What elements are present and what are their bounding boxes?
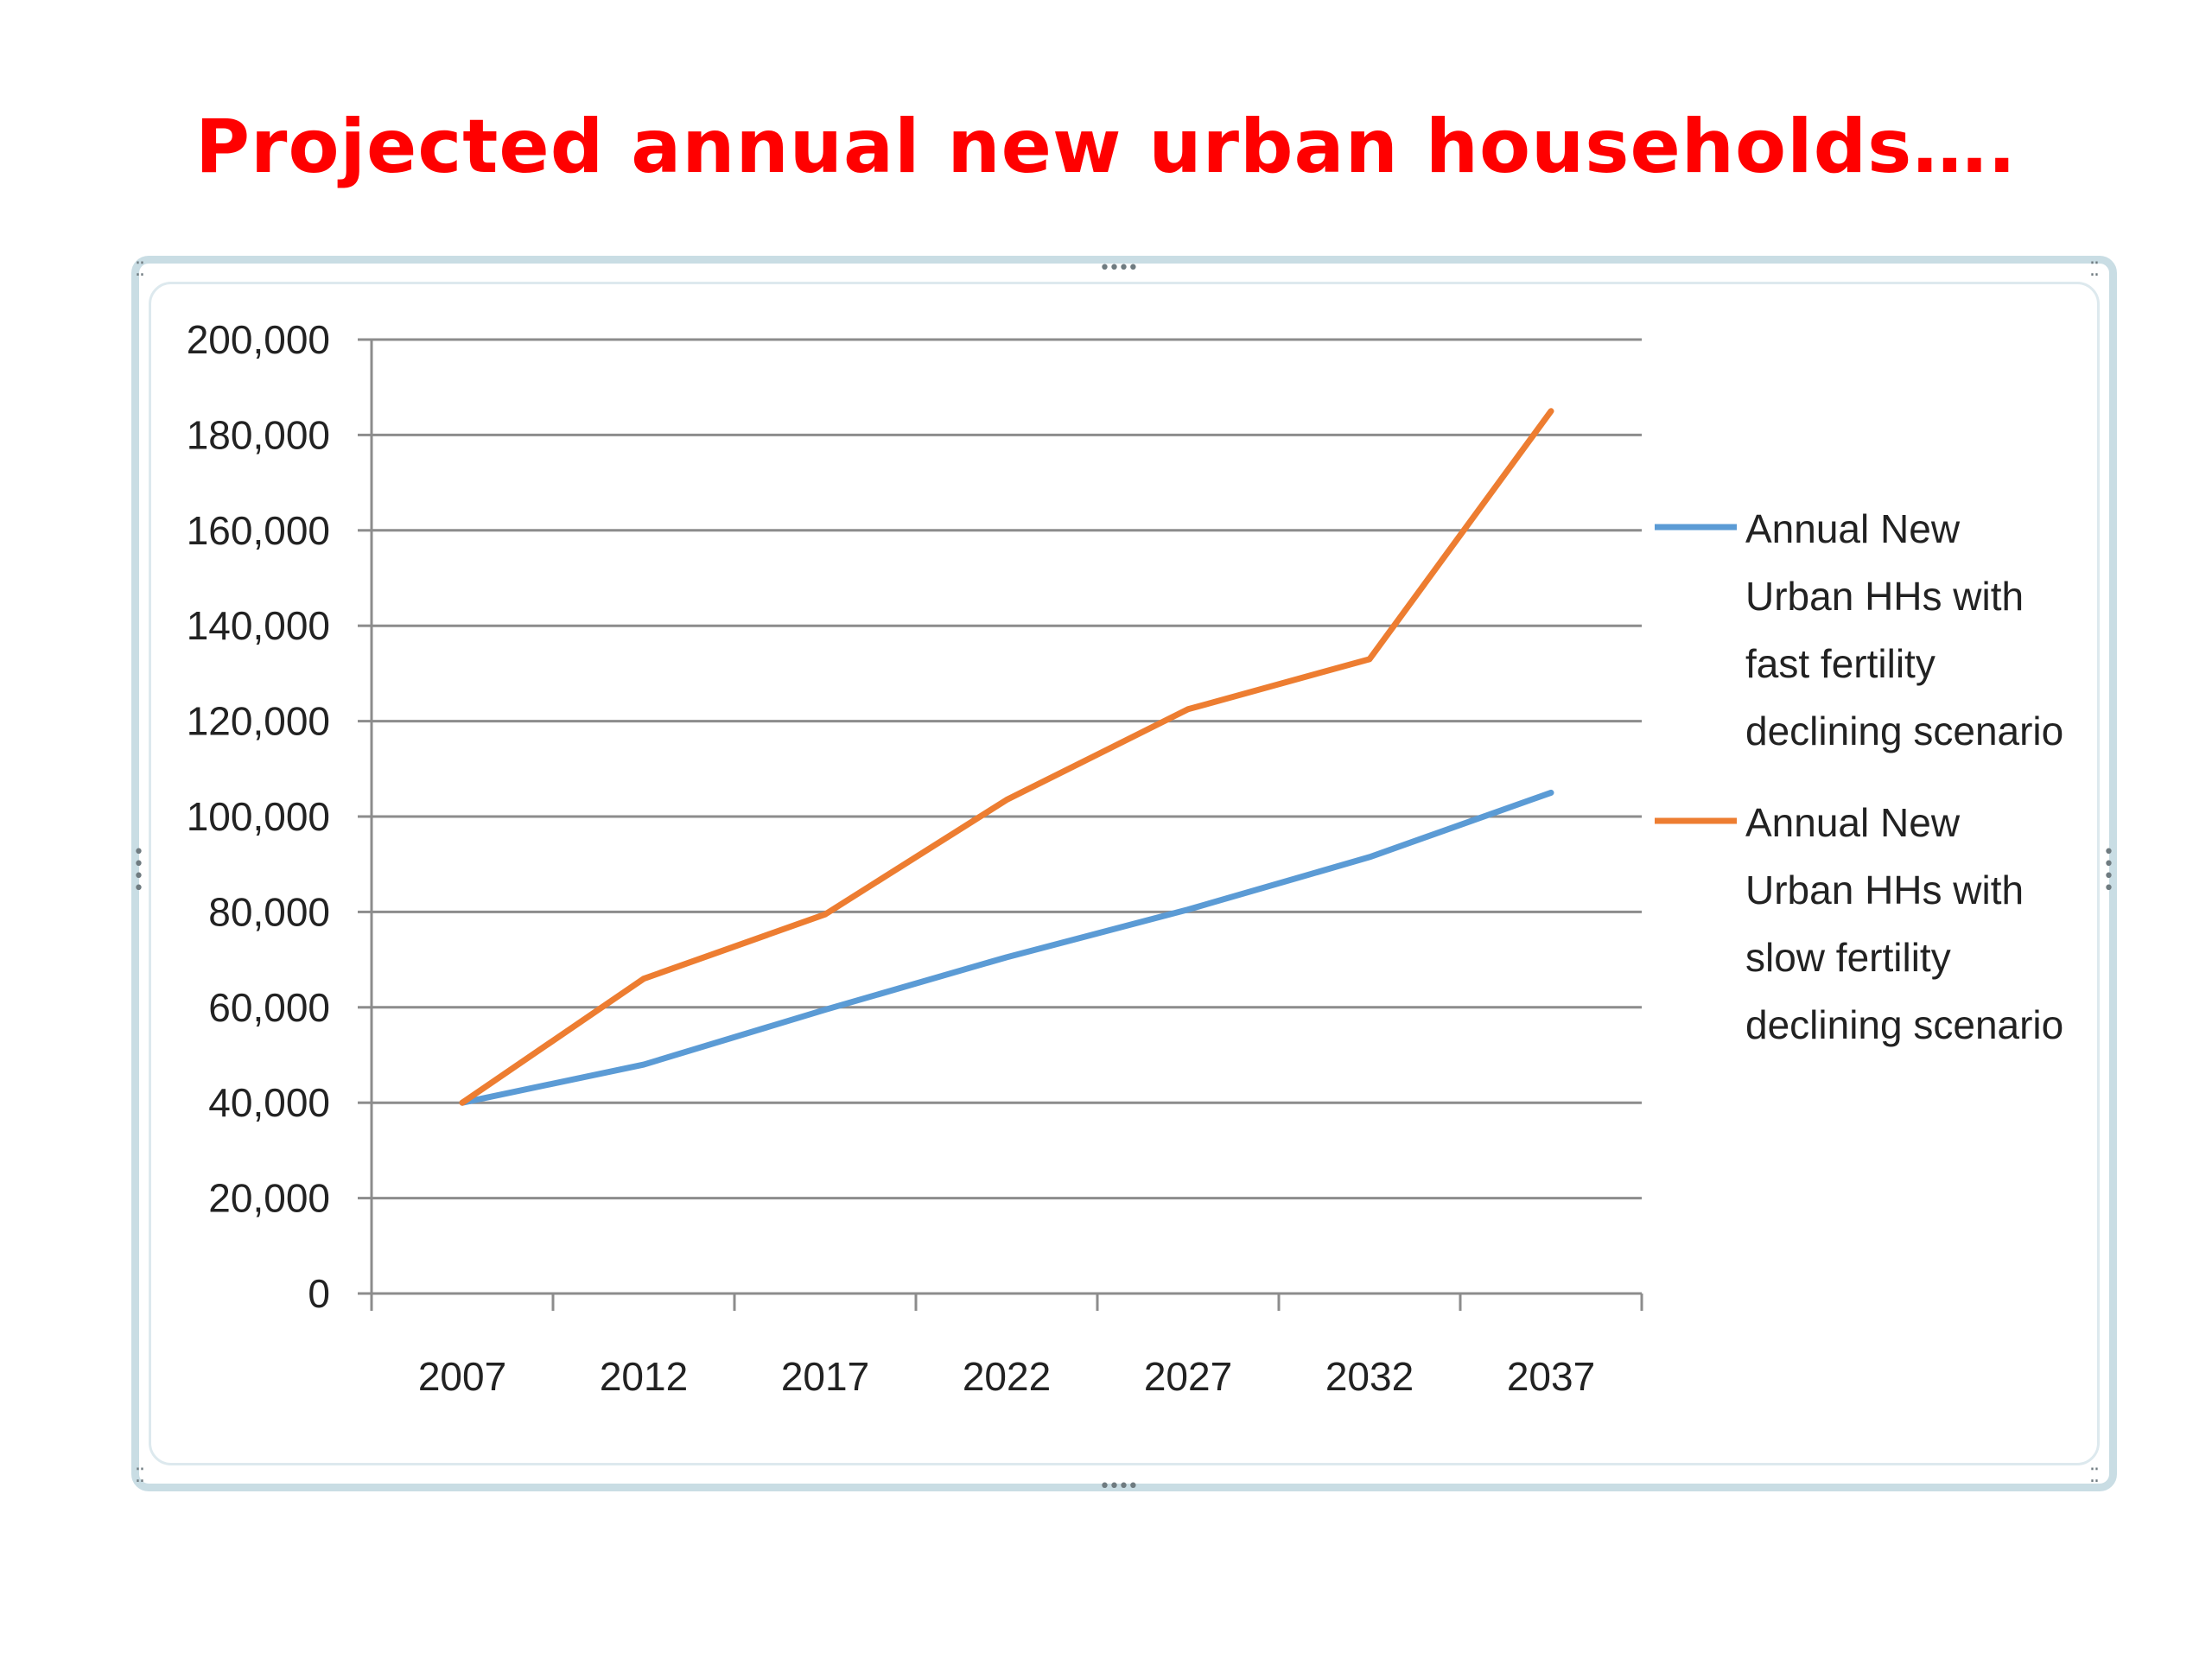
resize-handle-top-left[interactable]: ⁚⁚ <box>135 259 145 281</box>
legend-label-2: Urban HHs with <box>1745 868 2024 912</box>
y-tick-label: 100,000 <box>187 794 330 839</box>
chart-plot-border <box>149 282 2100 1465</box>
y-tick-label: 0 <box>308 1271 330 1316</box>
y-tick-label: 200,000 <box>187 317 330 362</box>
resize-handle-bottom-right[interactable]: ⁚⁚ <box>2089 1465 2100 1487</box>
legend-label-1: fast fertility <box>1745 641 1936 686</box>
y-tick-label: 80,000 <box>208 889 330 934</box>
x-tick-label: 2027 <box>1144 1354 1232 1399</box>
resize-handle-left[interactable]: • • • • <box>133 842 144 899</box>
y-tick-label: 40,000 <box>208 1080 330 1125</box>
legend-label-1: Urban HHs with <box>1745 574 2024 619</box>
legend-label-2: slow fertility <box>1745 935 1951 980</box>
legend-label-2: declining scenario <box>1745 1002 2063 1047</box>
x-tick-label: 2017 <box>781 1354 869 1399</box>
resize-handle-bottom-left[interactable]: ⁚⁚ <box>135 1465 145 1487</box>
resize-handle-right[interactable]: • • • • <box>2103 842 2114 899</box>
legend-label-1: declining scenario <box>1745 709 2063 753</box>
resize-handle-top[interactable]: •••• <box>1099 257 1139 279</box>
y-tick-label: 140,000 <box>187 603 330 648</box>
x-tick-label: 2012 <box>600 1354 688 1399</box>
legend-label-1: Annual New <box>1745 506 1961 551</box>
series-line-1[interactable] <box>459 789 1554 1106</box>
y-tick-label: 20,000 <box>208 1176 330 1221</box>
y-tick-label: 160,000 <box>187 508 330 553</box>
x-tick-label: 2037 <box>1507 1354 1595 1399</box>
series-line-2[interactable] <box>459 408 1554 1106</box>
y-tick-label: 120,000 <box>187 699 330 744</box>
resize-handle-bottom[interactable]: •••• <box>1099 1476 1139 1497</box>
x-tick-label: 2007 <box>418 1354 506 1399</box>
x-tick-label: 2032 <box>1325 1354 1414 1399</box>
chart-frame[interactable] <box>131 256 2117 1491</box>
x-tick-label: 2022 <box>963 1354 1051 1399</box>
legend-label-2: Annual New <box>1745 800 1961 845</box>
y-tick-label: 180,000 <box>187 412 330 457</box>
resize-handle-top-right[interactable]: ⁚⁚ <box>2089 259 2100 281</box>
y-tick-label: 60,000 <box>208 985 330 1030</box>
slide-title: Projected annual new urban households…. <box>195 104 2017 190</box>
